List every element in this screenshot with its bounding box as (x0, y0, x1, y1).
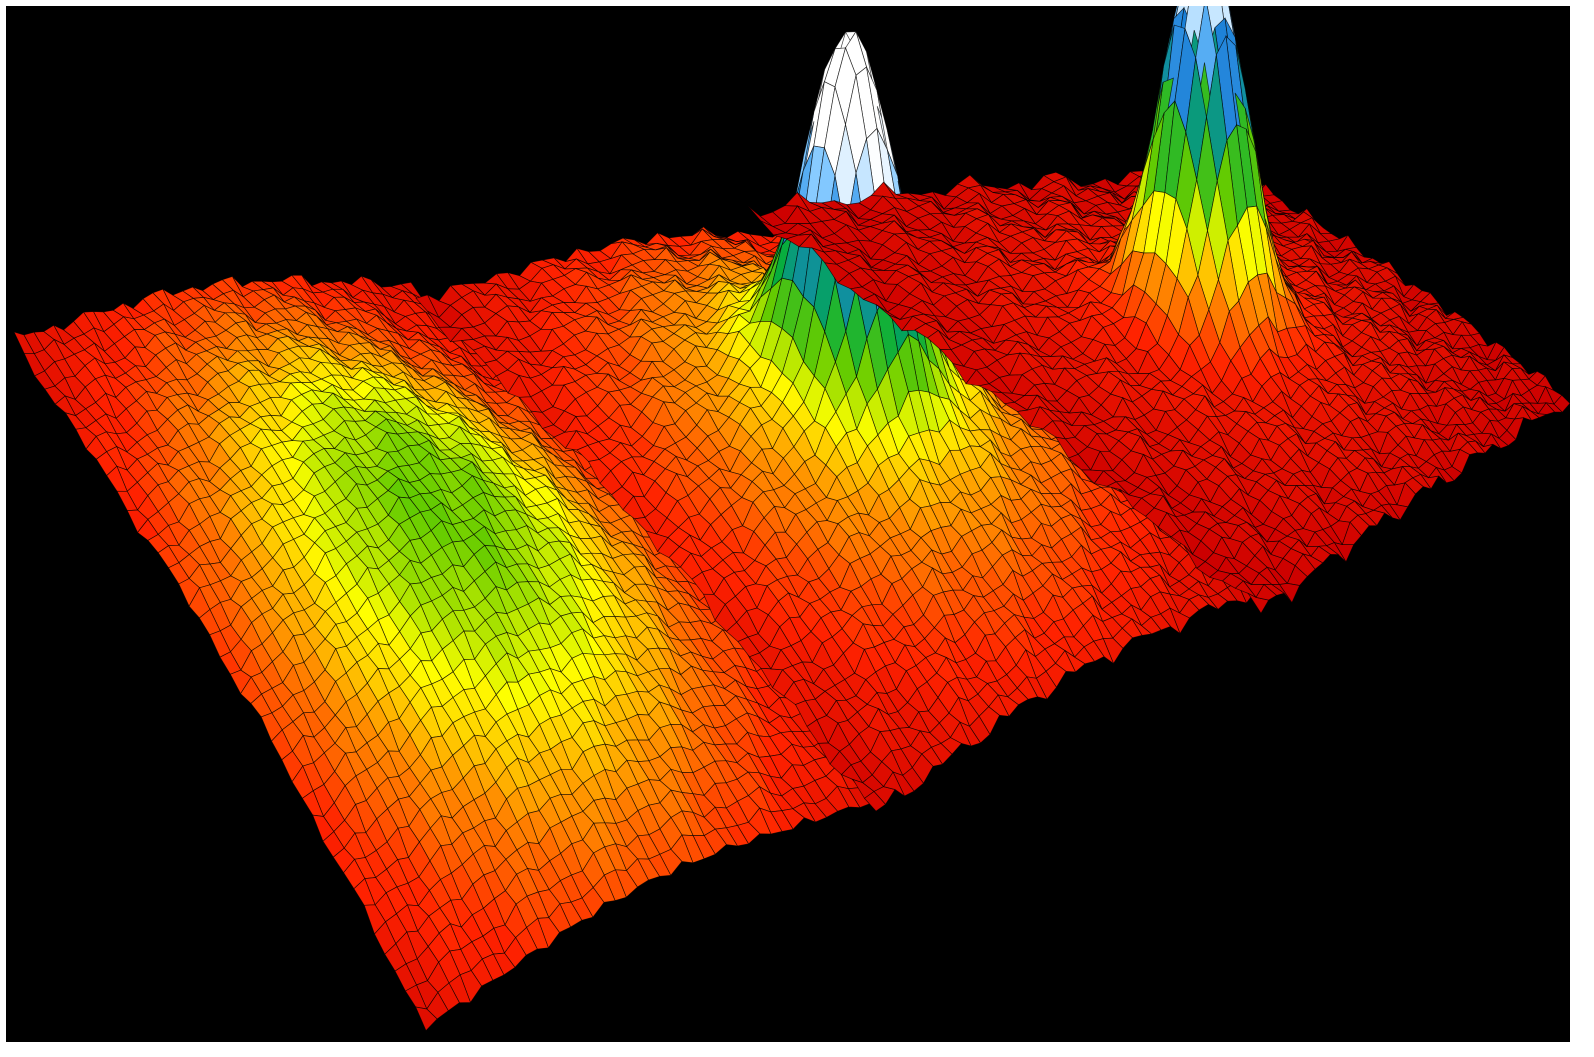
surface-panel-3 (747, 6, 1570, 614)
mesh-cell (863, 791, 887, 812)
figure-canvas (6, 6, 1570, 1042)
mesh-cell (1495, 354, 1514, 371)
mesh-cell (792, 802, 817, 823)
mesh-cell (1255, 583, 1278, 601)
mesh-cell (1074, 646, 1096, 665)
mesh-cell (1270, 584, 1293, 603)
mesh-cell (415, 1006, 438, 1032)
mesh-cell (883, 771, 906, 798)
surface-plot (13, 6, 1570, 1032)
mesh-cell (1427, 466, 1447, 484)
mesh-cell (1482, 433, 1502, 450)
mesh-cell (1341, 521, 1362, 545)
